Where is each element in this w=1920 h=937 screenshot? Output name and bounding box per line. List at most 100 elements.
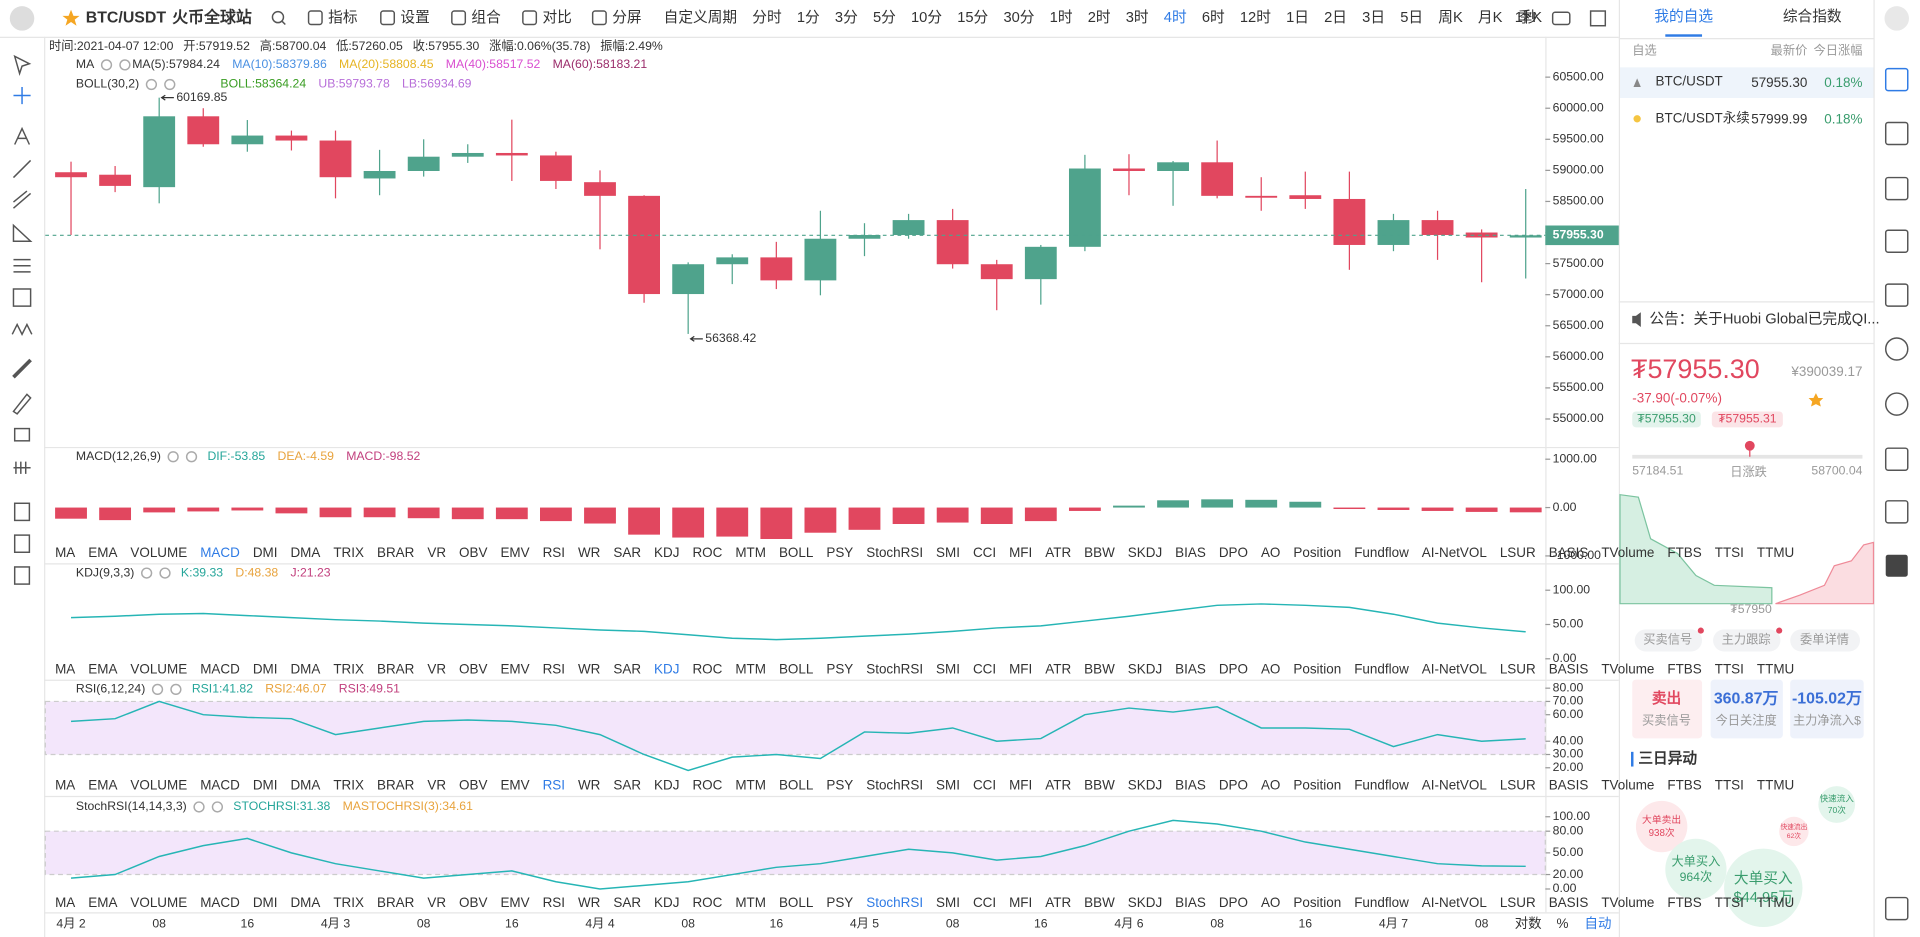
iconbar-item[interactable]: [1884, 229, 1909, 253]
indicator-tab[interactable]: CCI: [973, 545, 996, 560]
watch-symbol[interactable]: BTC/USDT: [1656, 74, 1723, 89]
sidebar-tab[interactable]: 我的自选: [1654, 8, 1713, 25]
iconbar-item[interactable]: [1884, 176, 1909, 201]
indicator-tab[interactable]: Position: [1293, 778, 1341, 793]
period-button[interactable]: 30分: [1003, 9, 1034, 26]
indicator-tab[interactable]: KDJ: [654, 778, 679, 793]
period-button[interactable]: 季K: [1518, 9, 1543, 26]
indicator-tab[interactable]: Position: [1293, 661, 1341, 676]
indicator-tab[interactable]: EMV: [500, 895, 529, 910]
period-button[interactable]: 月K: [1478, 10, 1503, 26]
search-icon[interactable]: [271, 10, 285, 24]
period-button[interactable]: 2日: [1324, 10, 1347, 26]
brand-icon[interactable]: [1884, 6, 1909, 31]
indicator-tab[interactable]: BRAR: [377, 661, 415, 676]
indicator-tab[interactable]: BOLL: [779, 545, 814, 560]
indicator-tab[interactable]: StochRSI: [866, 661, 923, 676]
iconbar-item[interactable]: [1884, 500, 1909, 524]
indicator-tab[interactable]: BBW: [1084, 895, 1115, 910]
indicator-tab[interactable]: ATR: [1045, 778, 1071, 793]
iconbar-item[interactable]: [1884, 67, 1909, 92]
crosshair-tool[interactable]: [13, 86, 31, 105]
signal-tab-bg[interactable]: [1713, 629, 1781, 652]
indicator-tab[interactable]: Fundflow: [1354, 545, 1409, 560]
indicator-tab[interactable]: StochRSI: [866, 895, 923, 910]
indicator-tab[interactable]: ROC: [692, 895, 722, 910]
indicator-tab[interactable]: DPO: [1219, 661, 1248, 676]
indicator-tab[interactable]: AI-NetVOL: [1422, 895, 1488, 910]
iconbar-item[interactable]: [1884, 337, 1909, 361]
indicator-tab[interactable]: MA: [55, 895, 75, 910]
indicator-tab[interactable]: EMA: [88, 778, 117, 793]
indicator-tab[interactable]: EMA: [88, 895, 117, 910]
signal-tab[interactable]: 主力跟踪: [1722, 633, 1771, 647]
indicator-tab[interactable]: DMA: [290, 545, 320, 560]
card[interactable]: [1790, 679, 1864, 739]
indicator-title[interactable]: StochRSI(14,14,3,3): [76, 799, 187, 813]
indicator-tab[interactable]: EMA: [88, 661, 117, 676]
fullscreen-icon[interactable]: [1589, 10, 1607, 27]
indicator-tab[interactable]: WR: [578, 661, 601, 676]
indicator-tab[interactable]: MACD: [200, 545, 240, 560]
tool-button[interactable]: 指标: [328, 9, 358, 26]
indicator-tab[interactable]: DMA: [290, 778, 320, 793]
iconbar-item[interactable]: [1884, 447, 1909, 471]
brush-tool[interactable]: [12, 393, 32, 415]
iconbar-item[interactable]: [1884, 392, 1909, 416]
screenshot-icon[interactable]: [1551, 11, 1571, 26]
indicator-tab[interactable]: StochRSI: [866, 545, 923, 560]
indicator-tab[interactable]: TTSI: [1715, 661, 1744, 676]
indicator-tab[interactable]: OBV: [459, 895, 487, 910]
settings-icon[interactable]: [159, 567, 171, 579]
indicator-tab[interactable]: KDJ: [654, 895, 679, 910]
indicator-tab[interactable]: TVolume: [1601, 778, 1654, 793]
indicator-tab[interactable]: BOLL: [779, 895, 814, 910]
period-button[interactable]: 1日: [1286, 10, 1309, 26]
indicator-tab[interactable]: BOLL: [779, 778, 814, 793]
indicator-tab[interactable]: DMA: [290, 895, 320, 910]
indicator-tab[interactable]: VR: [427, 895, 446, 910]
indicator-tab[interactable]: KDJ: [654, 545, 679, 560]
iconbar-item[interactable]: [1884, 283, 1909, 307]
indicator-tab[interactable]: SAR: [613, 661, 641, 676]
period-button[interactable]: 15分: [957, 9, 988, 26]
indicator-tab[interactable]: SAR: [613, 545, 641, 560]
indicator-tab[interactable]: DMA: [290, 661, 320, 676]
indicator-tab[interactable]: FTBS: [1667, 545, 1701, 560]
indicator-tab[interactable]: MA: [55, 545, 75, 560]
indicator-tab[interactable]: VOLUME: [130, 661, 187, 676]
indicator-tab[interactable]: MA: [55, 661, 75, 676]
indicator-tab[interactable]: SKDJ: [1128, 661, 1162, 676]
favorite-star[interactable]: [62, 9, 80, 26]
indicator-tab[interactable]: PSY: [826, 778, 853, 793]
indicator-title[interactable]: MACD(12,26,9): [76, 449, 161, 463]
indicator-tab[interactable]: OBV: [459, 661, 487, 676]
visibility-icon[interactable]: [145, 78, 158, 91]
symbol-title[interactable]: BTC/USDT: [86, 10, 167, 27]
indicator-tab[interactable]: FTBS: [1667, 661, 1701, 676]
indicator-tab[interactable]: TRIX: [333, 778, 364, 793]
period-button[interactable]: 3日: [1362, 10, 1385, 26]
indicator-tab[interactable]: VR: [427, 778, 446, 793]
settings-icon[interactable]: [185, 451, 198, 463]
indicator-tab[interactable]: WR: [578, 778, 601, 793]
bubble[interactable]: [1818, 786, 1856, 823]
symbol-title[interactable]: 火币全球站: [172, 8, 252, 27]
indicator-tab[interactable]: VR: [427, 661, 446, 676]
grid-tool[interactable]: [12, 288, 32, 307]
indicator-tab[interactable]: Fundflow: [1354, 661, 1409, 676]
indicator-tab[interactable]: MACD: [200, 778, 240, 793]
indicator-tab[interactable]: ATR: [1045, 661, 1071, 676]
indicator-tab[interactable]: FTBS: [1667, 778, 1701, 793]
indicator-tab[interactable]: PSY: [826, 661, 853, 676]
indicator-tab[interactable]: TTMU: [1757, 661, 1794, 676]
period-button[interactable]: 1时: [1050, 9, 1073, 26]
indicator-tab[interactable]: EMV: [500, 545, 529, 560]
delete-tool[interactable]: [13, 566, 31, 585]
indicator-tab[interactable]: SMI: [936, 895, 960, 910]
bubble[interactable]: [1665, 838, 1727, 901]
indicator-tab[interactable]: SMI: [936, 778, 960, 793]
indicator-tab[interactable]: WR: [578, 545, 601, 560]
favorite-icon[interactable]: [1808, 393, 1824, 407]
indicator-tab[interactable]: BRAR: [377, 545, 415, 560]
